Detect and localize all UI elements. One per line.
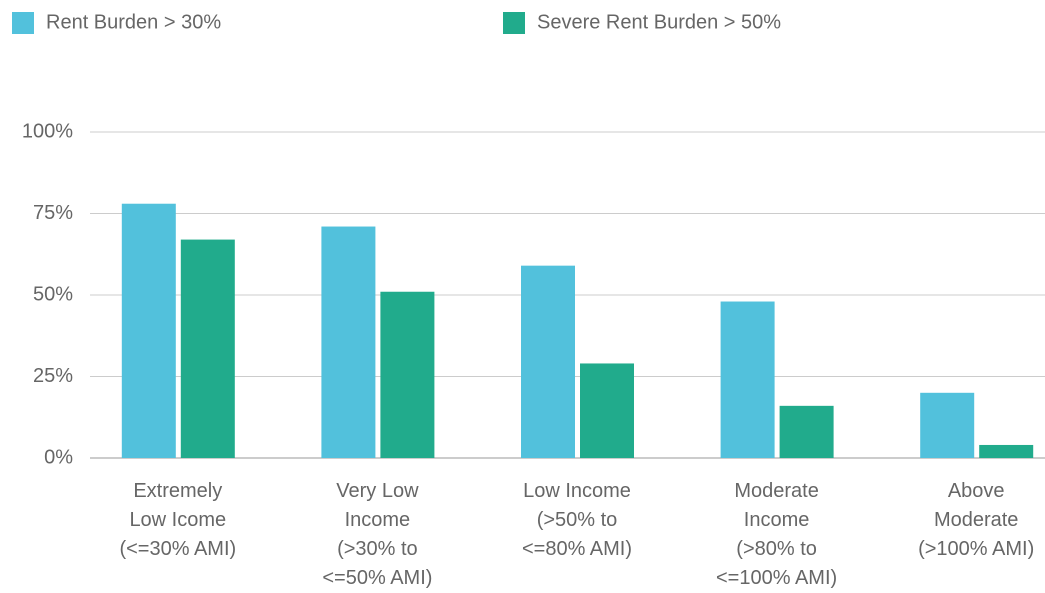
x-tick-label: Very Low Income (>30% to <=50% AMI)	[322, 480, 433, 589]
legend-swatch	[503, 12, 525, 34]
y-tick-label: 50%	[33, 283, 73, 305]
legend-swatch	[12, 12, 34, 34]
y-tick-label: 0%	[44, 446, 73, 468]
y-tick-label: 100%	[22, 120, 73, 142]
x-tick-label: Extremely Low Icome (<=30% AMI)	[119, 480, 237, 560]
bar	[380, 291, 435, 458]
legend-label: Rent Burden > 30%	[46, 11, 221, 33]
y-tick-label: 25%	[33, 365, 73, 387]
x-tick-label: Moderate Income (>80% to <=100% AMI)	[716, 480, 838, 589]
bar	[979, 444, 1034, 458]
bar	[321, 226, 376, 458]
bar	[580, 363, 634, 458]
x-tick-label: Above Moderate (>100% AMI)	[918, 480, 1035, 560]
bar	[720, 301, 775, 458]
y-tick-label: 75%	[33, 202, 73, 224]
bar	[779, 405, 834, 458]
bar	[920, 392, 975, 458]
bar	[121, 203, 176, 458]
x-tick-label: Low Income (>50% to <=80% AMI)	[521, 480, 633, 560]
bar	[180, 239, 235, 458]
legend-label: Severe Rent Burden > 50%	[537, 11, 781, 33]
bar	[521, 265, 575, 458]
